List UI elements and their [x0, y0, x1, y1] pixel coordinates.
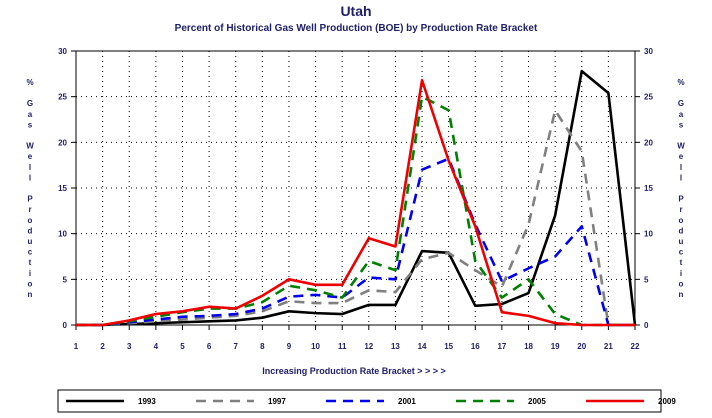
- x-tick-label: 13: [391, 342, 400, 351]
- chart-subtitle: Percent of Historical Gas Well Productio…: [175, 23, 538, 34]
- x-tick-label: 17: [497, 342, 506, 351]
- y-tick-label-left: 0: [63, 321, 68, 330]
- x-tick-label: 3: [127, 342, 132, 351]
- y-tick-label-left: 20: [58, 138, 67, 147]
- x-tick-label: 11: [338, 342, 347, 351]
- series-line-2001: [76, 157, 635, 327]
- x-tick-label: 4: [154, 342, 159, 351]
- x-tick-label: 22: [631, 342, 640, 351]
- x-tick-label: 21: [604, 342, 613, 351]
- x-tick-label: 15: [444, 342, 453, 351]
- legend-label-2001: 2001: [398, 397, 416, 406]
- legend-label-2009: 2009: [658, 397, 676, 406]
- x-tick-label: 12: [364, 342, 373, 351]
- series-line-2005: [76, 95, 635, 327]
- x-tick-label: 20: [577, 342, 586, 351]
- legend-label-2005: 2005: [528, 397, 546, 406]
- y-tick-label-right: 15: [644, 184, 653, 193]
- x-tick-label: 1: [74, 342, 79, 351]
- series-lines: [76, 69, 637, 327]
- series-line-2009: [76, 78, 635, 327]
- x-tick-label: 2: [100, 342, 105, 351]
- y-tick-label-right: 0: [644, 321, 649, 330]
- x-tick-label: 14: [418, 342, 427, 351]
- legend-label-1997: 1997: [268, 397, 286, 406]
- y-tick-label-left: 25: [58, 93, 67, 102]
- chart-title: Utah: [340, 3, 371, 19]
- legend-box: [57, 389, 662, 413]
- y-tick-label-right: 20: [644, 138, 653, 147]
- x-tick-label: 10: [311, 342, 320, 351]
- y-tick-label-left: 15: [58, 184, 67, 193]
- series-line-1993: [76, 69, 637, 327]
- y-tick-label-right: 5: [644, 275, 649, 284]
- axes: 1 2 3 4 5 6 7 8 9 10 11 12 13 14 15 16 17 18 19 20 21 220 05 51…: [58, 47, 653, 351]
- x-tick-label: 19: [551, 342, 560, 351]
- y-tick-label-left: 5: [63, 275, 68, 284]
- x-axis-label: Increasing Production Rate Bracket > > >…: [262, 366, 446, 376]
- y-tick-label-left: 10: [58, 230, 67, 239]
- legend-label-1993: 1993: [138, 397, 156, 406]
- series-line-1997: [76, 109, 635, 327]
- x-tick-label: 6: [207, 342, 212, 351]
- x-tick-label: 16: [471, 342, 480, 351]
- y-tick-label-right: 10: [644, 230, 653, 239]
- y-tick-label-right: 25: [644, 93, 653, 102]
- x-tick-label: 7: [233, 342, 238, 351]
- grid: [75, 50, 636, 326]
- x-tick-label: 18: [524, 342, 533, 351]
- y-tick-label-left: 30: [58, 47, 67, 56]
- x-tick-label: 5: [180, 342, 185, 351]
- legend: 1993 1997 2001 2005 2009: [57, 389, 676, 413]
- y-tick-label-right: 30: [644, 47, 653, 56]
- x-tick-label: 8: [260, 342, 265, 351]
- x-tick-label: 9: [287, 342, 292, 351]
